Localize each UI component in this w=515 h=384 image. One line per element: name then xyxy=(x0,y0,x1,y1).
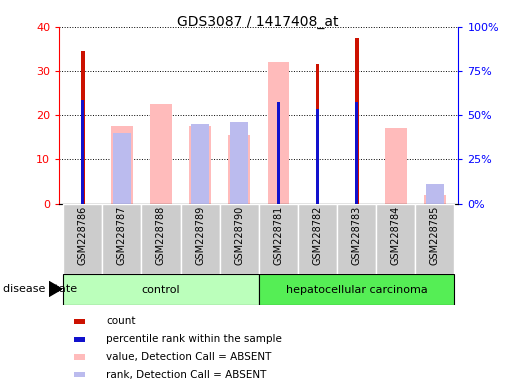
Bar xyxy=(259,275,454,305)
Text: GSM228786: GSM228786 xyxy=(78,206,88,265)
Bar xyxy=(426,184,444,204)
Text: rank, Detection Call = ABSENT: rank, Detection Call = ABSENT xyxy=(106,370,266,380)
Text: GSM228785: GSM228785 xyxy=(430,206,440,265)
Text: GSM228783: GSM228783 xyxy=(352,206,362,265)
Bar xyxy=(191,124,209,204)
Bar xyxy=(268,62,289,204)
Bar xyxy=(316,65,319,204)
Bar xyxy=(298,204,337,275)
Text: GSM228784: GSM228784 xyxy=(391,206,401,265)
Bar xyxy=(102,204,142,275)
Bar xyxy=(74,354,85,360)
Text: GSM228787: GSM228787 xyxy=(117,206,127,265)
Bar xyxy=(355,38,358,204)
Text: control: control xyxy=(142,285,180,295)
Bar xyxy=(385,128,406,204)
Text: hepatocellular carcinoma: hepatocellular carcinoma xyxy=(286,285,427,295)
Bar xyxy=(229,135,250,204)
Text: GDS3087 / 1417408_at: GDS3087 / 1417408_at xyxy=(177,15,338,29)
Text: disease state: disease state xyxy=(3,284,77,294)
Bar xyxy=(230,122,248,204)
Text: GSM228781: GSM228781 xyxy=(273,206,283,265)
Bar xyxy=(220,204,259,275)
Bar xyxy=(355,102,358,204)
Text: GSM228789: GSM228789 xyxy=(195,206,205,265)
Bar xyxy=(81,51,84,204)
Bar xyxy=(74,372,85,377)
Text: GSM228782: GSM228782 xyxy=(313,206,322,265)
Bar xyxy=(111,126,132,204)
Bar xyxy=(316,109,319,204)
Bar xyxy=(190,126,211,204)
Bar xyxy=(63,275,259,305)
Bar xyxy=(337,204,376,275)
Bar xyxy=(142,204,181,275)
Bar xyxy=(113,133,131,204)
Text: count: count xyxy=(106,316,135,326)
Text: GSM228790: GSM228790 xyxy=(234,206,244,265)
Text: percentile rank within the sample: percentile rank within the sample xyxy=(106,334,282,344)
Text: value, Detection Call = ABSENT: value, Detection Call = ABSENT xyxy=(106,352,271,362)
Bar xyxy=(74,337,85,342)
Bar xyxy=(81,100,84,204)
Bar xyxy=(277,102,280,204)
Bar xyxy=(150,104,171,204)
Text: GSM228788: GSM228788 xyxy=(156,206,166,265)
Bar xyxy=(63,204,102,275)
Bar xyxy=(259,204,298,275)
Bar xyxy=(181,204,220,275)
Bar xyxy=(376,204,415,275)
Bar xyxy=(74,319,85,324)
Polygon shape xyxy=(49,281,62,296)
Bar xyxy=(424,195,445,204)
Bar xyxy=(415,204,454,275)
